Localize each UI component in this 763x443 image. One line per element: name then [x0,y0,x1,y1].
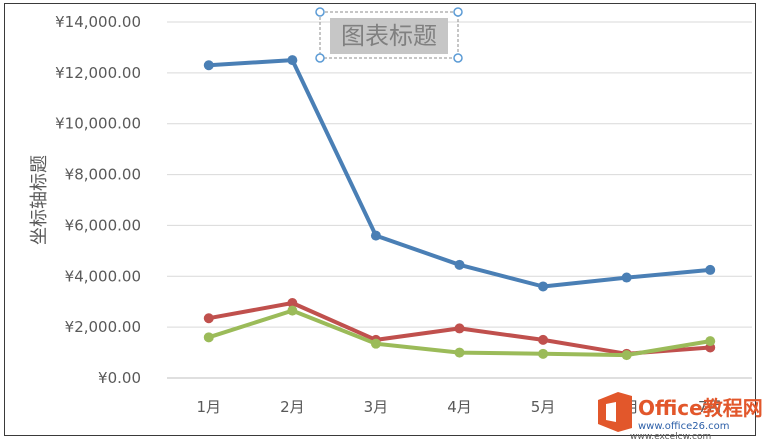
data-point[interactable] [287,305,298,316]
data-point[interactable] [621,350,632,361]
data-point[interactable] [287,297,298,308]
chart-title-box[interactable]: 图表标题 [315,7,463,63]
data-point[interactable] [705,336,716,347]
data-point[interactable] [203,60,214,71]
data-point[interactable] [621,272,632,283]
resize-handle-bottom-left[interactable] [315,53,325,63]
x-tick-label: 2月 [280,398,305,416]
data-point[interactable] [370,230,381,241]
data-point[interactable] [454,323,465,334]
x-tick-label: 3月 [364,398,389,416]
x-tick-label: 5月 [531,398,556,416]
x-tick-label: 7月 [698,398,723,416]
series-group [203,55,716,361]
y-tick-label: ¥0.00 [98,369,141,387]
resize-handle-top-left[interactable] [315,7,325,17]
watermark-url: www.office26.com [638,421,730,432]
data-point[interactable] [454,347,465,358]
data-point[interactable] [203,332,214,343]
series-3[interactable] [203,305,716,361]
y-tick-label: ¥4,000.00 [65,267,141,285]
data-point[interactable] [287,55,298,66]
x-tick-label: 4月 [447,398,472,416]
data-point[interactable] [705,264,716,275]
y-axis-title[interactable]: 坐标轴标题 [29,155,50,245]
y-tick-label: ¥14,000.00 [55,13,141,31]
watermark-url2: www.excelcw.com [630,432,711,442]
y-tick-labels: ¥0.00 ¥2,000.00 ¥4,000.00 ¥6,000.00 ¥8,000.0… [55,13,141,387]
chart-title[interactable]: 图表标题 [341,22,437,50]
data-point[interactable] [370,338,381,349]
watermark: Office教程网 www.office26.com www.excelcw.c… [598,392,763,442]
series-line[interactable] [206,58,713,289]
resize-handle-top-right[interactable] [453,7,463,17]
y-tick-label: ¥2,000.00 [65,318,141,336]
gridlines [167,21,752,379]
data-point[interactable] [538,334,549,345]
y-tick-label: ¥8,000.00 [65,166,141,184]
watermark-brand: Office教程网 [638,396,763,420]
office-logo-icon [598,392,632,432]
data-point[interactable] [454,259,465,270]
resize-handle-bottom-right[interactable] [453,53,463,63]
data-point[interactable] [538,348,549,359]
chart-frame [4,3,756,436]
data-point[interactable] [538,281,549,292]
series-1[interactable] [203,55,716,292]
x-tick-label: 1月 [197,398,222,416]
y-tick-label: ¥6,000.00 [65,216,141,234]
y-tick-label: ¥10,000.00 [55,115,141,133]
y-tick-label: ¥12,000.00 [55,64,141,82]
data-point[interactable] [203,313,214,324]
